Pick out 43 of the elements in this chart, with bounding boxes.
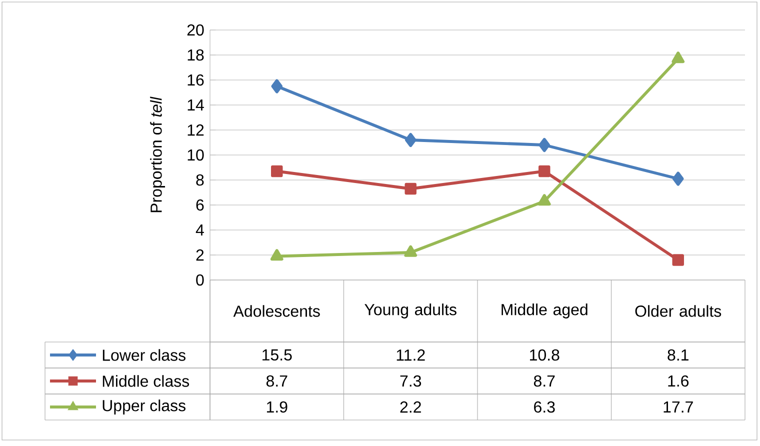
y-tick-label: 12 — [188, 124, 204, 136]
data-label: 8.7 — [534, 375, 555, 387]
point — [672, 52, 685, 64]
data-label: 6.3 — [534, 401, 555, 413]
y-tick-label: 4 — [196, 224, 204, 236]
data-label: 8.1 — [668, 349, 688, 361]
point — [538, 194, 551, 206]
legend-label: Lower class — [102, 349, 186, 361]
point — [404, 182, 416, 195]
point — [271, 79, 283, 94]
legend-label: Upper class — [102, 400, 186, 414]
data-label: 15.5 — [262, 349, 292, 361]
data-label: 1.6 — [668, 375, 689, 387]
y-tick-label: 2 — [196, 249, 204, 261]
data-label: 7.3 — [400, 375, 422, 387]
y-tick-label: 16 — [188, 74, 204, 86]
x-tick-label: Young adults — [364, 304, 456, 318]
y-tick-label: 20 — [187, 24, 204, 36]
data-label: 8.7 — [266, 375, 288, 387]
y-tick-label: 14 — [188, 99, 204, 110]
y-tick-label: 8 — [196, 174, 204, 186]
y-tick-label: 10 — [188, 149, 204, 161]
data-label: 17.7 — [664, 401, 693, 412]
data-label: 11.2 — [396, 349, 425, 361]
point — [270, 249, 284, 261]
x-tick-label: Older adults — [635, 305, 722, 317]
point — [404, 132, 416, 148]
data-label: 2.2 — [400, 401, 421, 413]
y-axis-title: Proportion of tell — [150, 96, 166, 212]
point — [538, 165, 550, 178]
point — [271, 165, 283, 178]
x-tick-label: Adolescents — [233, 305, 320, 317]
y-tick-label: 0 — [196, 274, 204, 286]
y-tick-label: 6 — [196, 199, 204, 211]
data-label: 10.8 — [530, 349, 560, 361]
point — [538, 138, 550, 152]
legend-label: Middle class — [102, 375, 190, 387]
data-label: 1.9 — [266, 401, 288, 413]
point — [404, 245, 418, 257]
x-tick-label: Middle aged — [502, 304, 588, 318]
point — [672, 254, 684, 266]
y-tick-label: 18 — [188, 49, 204, 61]
point — [672, 172, 684, 186]
